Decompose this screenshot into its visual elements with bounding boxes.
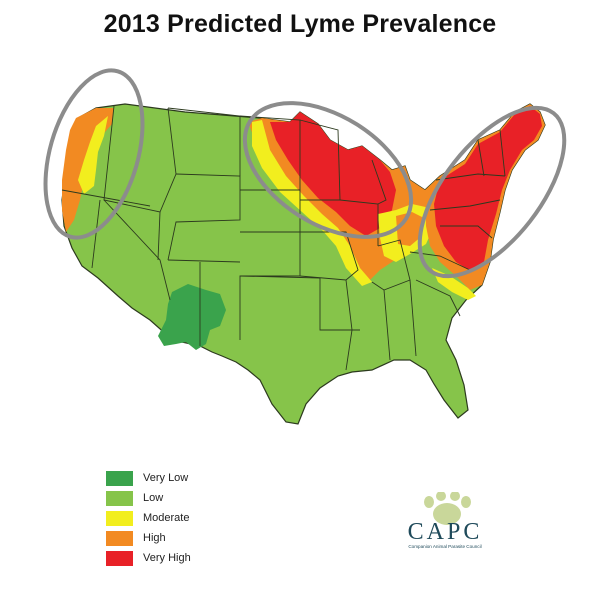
highlight-ellipses [43, 68, 567, 279]
map-title: 2013 Predicted Lyme Prevalence [103, 10, 497, 38]
region-very-low-southwest [158, 284, 226, 350]
highlight-ellipse-northeast [417, 105, 567, 279]
region-pnw-orange [62, 108, 114, 232]
legend-item-very-low: Very Low [106, 468, 191, 488]
legend-swatch-high [106, 530, 133, 546]
region-midwest-red [270, 112, 396, 236]
region-midwest-yellow [252, 120, 372, 286]
logo-text: CAPC [408, 519, 483, 545]
legend-label: Low [143, 492, 164, 504]
legend-item-low: Low [106, 488, 191, 508]
legend-swatch-very-low [106, 470, 133, 486]
region-pnw-yellow [78, 116, 108, 194]
highlight-ellipse-pacific-northwest [43, 68, 145, 240]
legend-item-high: High [106, 528, 191, 548]
legend-swatch-very-high [106, 550, 133, 566]
legend-label: Moderate [143, 512, 190, 524]
legend: Very Low Low Moderate High Very High [106, 468, 191, 568]
legend-label: High [143, 532, 166, 544]
legend-label: Very Low [143, 472, 189, 484]
capc-logo: CAPC Companion Animal Parasite Council [408, 492, 483, 549]
logo-tagline: Companion Animal Parasite Council [408, 544, 481, 549]
region-northeast-red [434, 106, 542, 272]
highlight-ellipse-upper-midwest [242, 101, 414, 239]
legend-label: Very High [143, 552, 191, 564]
legend-swatch-low [106, 490, 133, 506]
us-prevalence-map [43, 68, 567, 425]
legend-item-very-high: Very High [106, 548, 191, 568]
paw-print-icon [424, 492, 471, 525]
state-borders [61, 105, 506, 371]
legend-item-moderate: Moderate [106, 508, 191, 528]
legend-swatch-moderate [106, 510, 133, 526]
